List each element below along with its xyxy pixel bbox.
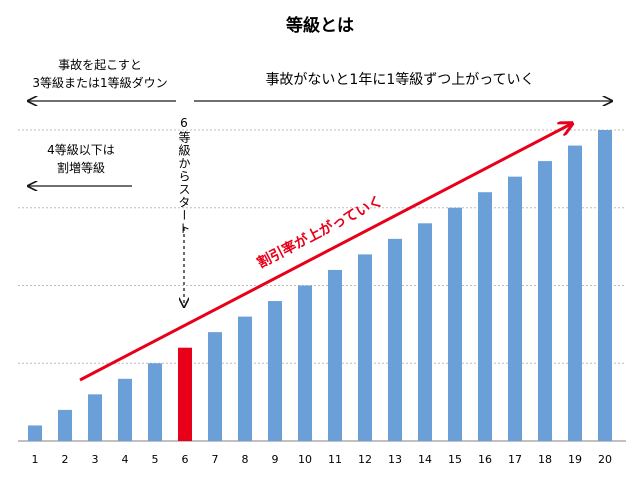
x-tick-label: 15 (448, 453, 462, 466)
x-tick-label: 2 (62, 453, 69, 466)
x-tick-label: 5 (152, 453, 159, 466)
bar-grade-18 (538, 161, 552, 441)
bar-grade-1 (28, 425, 42, 441)
bar-grade-8 (238, 316, 252, 441)
x-tick-label: 10 (298, 453, 312, 466)
down-note-line1: 事故を起こすと (58, 57, 142, 72)
gridlines (18, 129, 626, 442)
bar-grade-10 (298, 285, 312, 441)
bar-grade-14 (418, 223, 432, 441)
x-tick-label: 9 (272, 453, 279, 466)
bar-grade-4 (118, 378, 132, 441)
bar-grade-13 (388, 238, 402, 441)
x-tick-label: 19 (568, 453, 582, 466)
x-tick-label: 3 (92, 453, 99, 466)
x-tick-label: 14 (418, 453, 432, 466)
bar-grade-2 (58, 409, 72, 441)
x-tick-label: 20 (598, 453, 612, 466)
bars (28, 130, 612, 442)
start-note: 6等級からスタート (177, 116, 191, 235)
x-tick-label: 6 (182, 453, 189, 466)
x-tick-label: 12 (358, 453, 372, 466)
down-note-line2: 3等級または1等級ダウン (32, 75, 167, 90)
bar-grade-20 (598, 130, 612, 441)
bar-grade-6 (178, 347, 192, 441)
bar-grade-5 (148, 363, 162, 441)
trend-arrow (79, 124, 571, 382)
bar-grade-15 (448, 207, 462, 441)
x-tick-label: 18 (538, 453, 552, 466)
x-tick-label: 7 (212, 453, 219, 466)
bar-grade-11 (328, 269, 342, 441)
bar-grade-7 (208, 332, 222, 441)
bar-grade-16 (478, 192, 492, 441)
bar-grade-17 (508, 176, 522, 441)
bar-grade-19 (568, 145, 582, 442)
chart-title: 等級とは (286, 15, 354, 36)
x-tick-label: 16 (478, 453, 492, 466)
bar-grade-3 (88, 394, 102, 441)
x-tick-label: 1 (32, 453, 39, 466)
x-tick-label: 4 (122, 453, 129, 466)
x-tick-label: 8 (242, 453, 249, 466)
x-tick-labels: 1 2 3 4 5 6 7 8 9 10 11 12 13 14 15 16 17 18 19 20 (32, 453, 613, 466)
up-note: 事故がないと1年に1等級ずつ上がっていく (265, 71, 534, 88)
bar-grade-9 (268, 301, 282, 441)
surcharge-note-line1: 4等級以下は (47, 143, 115, 157)
x-tick-label: 17 (508, 453, 522, 466)
x-tick-label: 13 (388, 453, 402, 466)
x-tick-label: 11 (328, 453, 342, 466)
bar-grade-12 (358, 254, 372, 441)
surcharge-note-line2: 割増等級 (57, 160, 105, 175)
